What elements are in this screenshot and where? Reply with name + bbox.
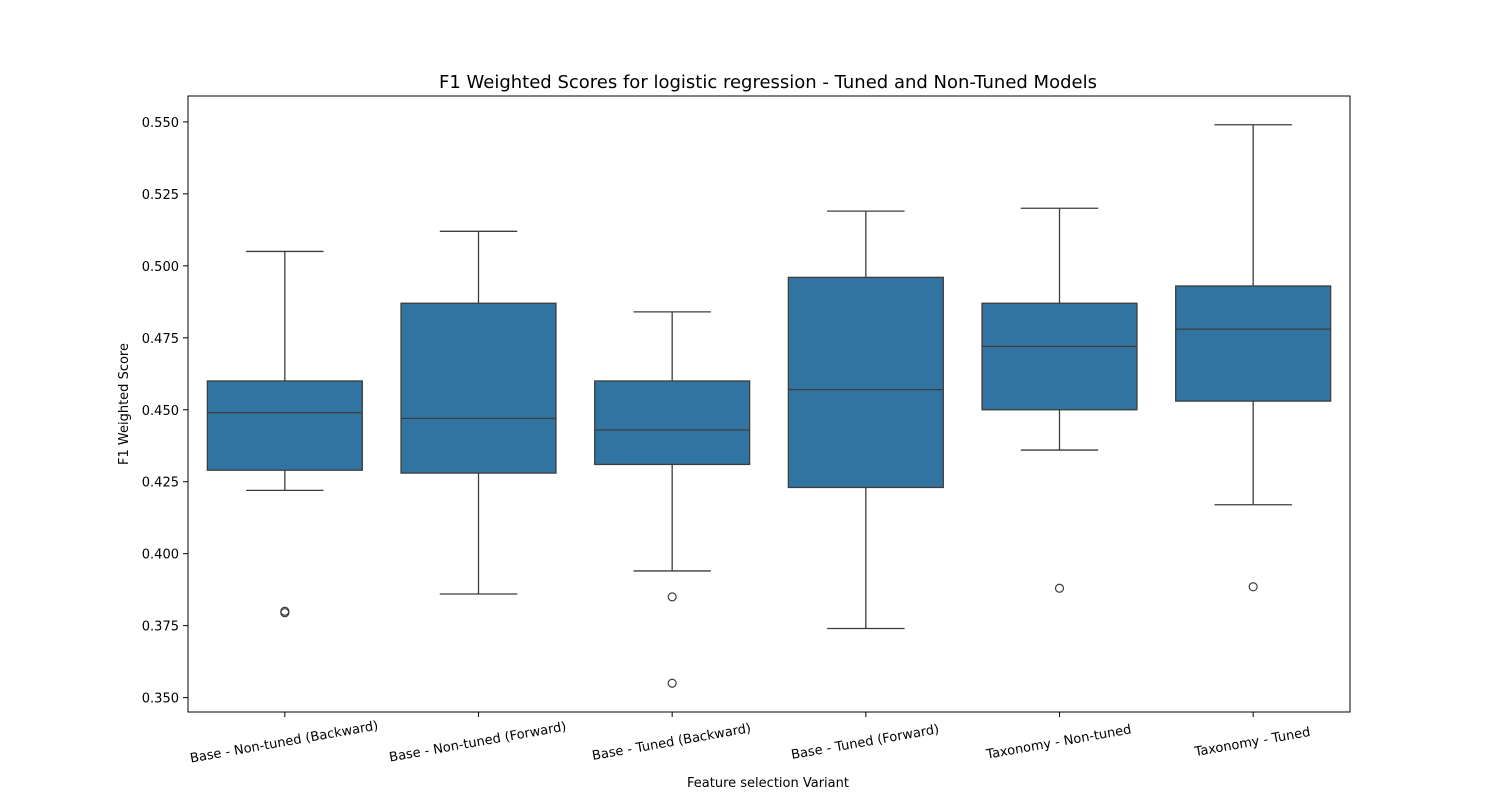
plot-frame	[187, 95, 1351, 713]
y-tick-label-7: 0.525	[142, 188, 179, 203]
outlier-2-1	[667, 678, 677, 688]
outlier-0-1	[280, 608, 290, 618]
box-0	[206, 380, 363, 471]
box-group-2	[594, 311, 751, 688]
y-tick-label-8: 0.550	[142, 116, 179, 131]
y-tick-label-4: 0.450	[142, 404, 179, 419]
y-tick-label-0: 0.350	[142, 692, 179, 707]
box-group-1	[400, 230, 557, 595]
y-tick-label-3: 0.425	[142, 476, 179, 491]
outlier-4-0	[1054, 583, 1065, 593]
y-axis-label: F1 Weighted Score	[117, 343, 132, 465]
box-group-4	[981, 207, 1138, 593]
x-axis-label: Feature selection Variant	[687, 776, 849, 791]
y-tick-label-5: 0.475	[142, 332, 179, 347]
outlier-5-0	[1248, 582, 1258, 592]
box-2	[594, 380, 751, 466]
outlier-2-0	[667, 592, 677, 602]
box-4	[981, 302, 1138, 411]
y-axis: 0.350 0.375 0.400 0.425 0.450 0.475 0.500 0.525…	[142, 116, 188, 707]
box-group-0	[206, 250, 363, 618]
box-1	[400, 302, 557, 474]
box-5	[1175, 285, 1332, 402]
box-group-5	[1175, 124, 1332, 592]
boxes-layer	[206, 124, 1332, 688]
box-group-3	[787, 210, 944, 630]
box-3	[787, 276, 944, 489]
chart-title: F1 Weighted Scores for logistic regressi…	[439, 72, 1097, 93]
y-tick-label-2: 0.400	[142, 548, 179, 563]
y-tick-label-6: 0.500	[142, 260, 179, 275]
y-tick-label-1: 0.375	[142, 620, 179, 635]
